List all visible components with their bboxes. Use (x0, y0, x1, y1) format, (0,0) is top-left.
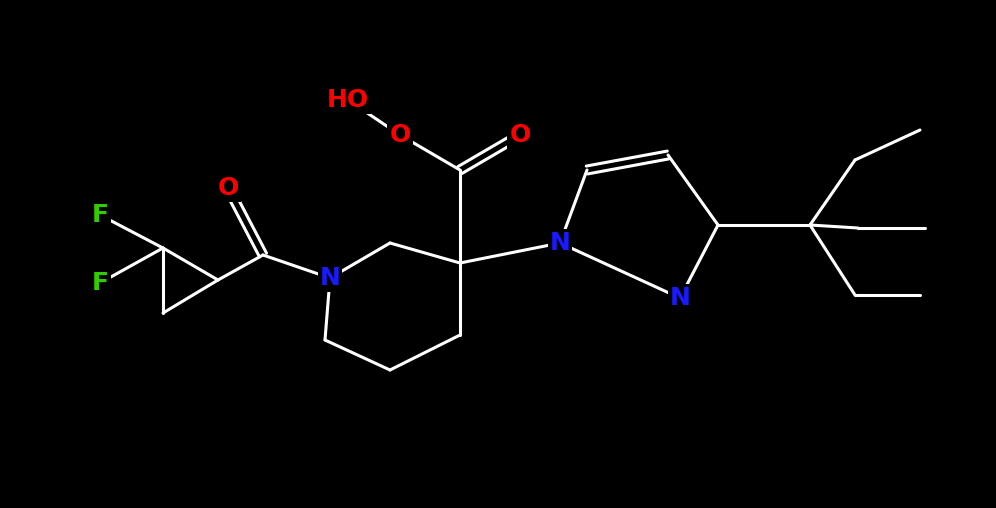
Text: N: N (320, 266, 341, 290)
Text: O: O (509, 123, 531, 147)
Text: F: F (92, 203, 109, 227)
Text: N: N (550, 231, 571, 255)
Text: F: F (92, 271, 109, 295)
Text: O: O (217, 176, 239, 200)
Text: N: N (669, 286, 690, 310)
Text: HO: HO (327, 88, 370, 112)
Text: O: O (389, 123, 410, 147)
